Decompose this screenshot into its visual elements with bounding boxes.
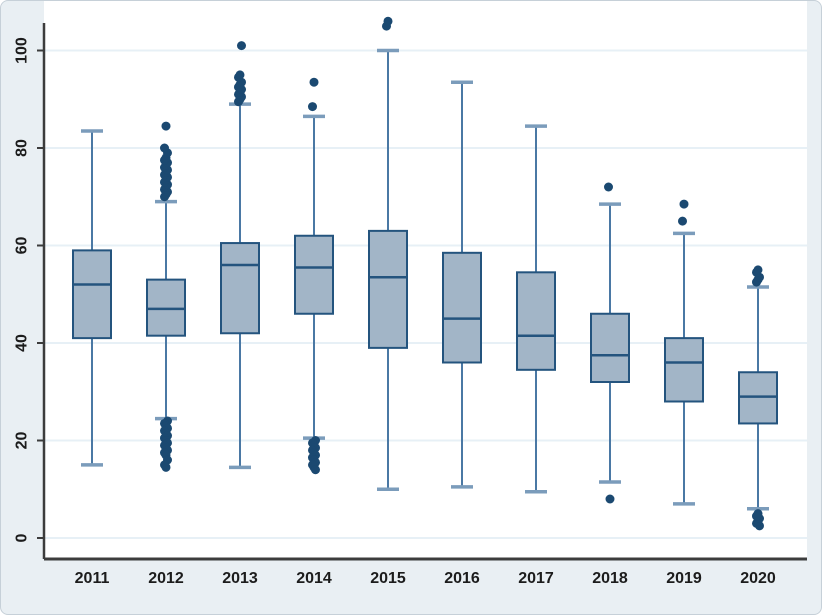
- outlier-dot: [161, 121, 171, 131]
- y-axis-label-20: 20: [14, 432, 31, 450]
- y-axis-label-80: 80: [14, 139, 31, 157]
- outlier-dot: [311, 465, 320, 475]
- iqr-box: [590, 312, 630, 383]
- x-axis-label-2020: 2020: [740, 570, 776, 587]
- outlier-dot: [753, 265, 763, 275]
- iqr-box: [72, 249, 112, 340]
- outlier-dot: [161, 462, 171, 472]
- x-axis-label-2013: 2013: [222, 570, 258, 587]
- box-2016: [442, 80, 482, 489]
- box-2013: [220, 41, 260, 470]
- box-2011: [72, 129, 112, 467]
- box-2019: [664, 199, 704, 506]
- x-axis-label-2011: 2011: [75, 570, 110, 587]
- box-2015: [368, 16, 408, 491]
- outlier-dot: [678, 216, 687, 226]
- x-axis-label-2015: 2015: [370, 570, 406, 587]
- outlier-dot: [308, 102, 317, 112]
- iqr-box: [368, 229, 408, 349]
- outlier-dot: [753, 509, 763, 519]
- outlier-dot: [679, 199, 689, 209]
- x-axis-label-2017: 2017: [518, 570, 554, 587]
- outlier-dot: [235, 70, 245, 80]
- box-2020: [738, 265, 778, 531]
- x-axis-label-2019: 2019: [666, 570, 702, 587]
- x-axis-label-2014: 2014: [296, 570, 332, 587]
- x-axis-label-2018: 2018: [592, 570, 628, 587]
- outlier-dot: [237, 41, 246, 51]
- box-2018: [590, 182, 630, 504]
- iqr-box: [664, 337, 704, 403]
- y-axis-label-100: 100: [14, 37, 31, 64]
- y-axis-label-60: 60: [14, 237, 31, 255]
- iqr-box: [294, 234, 334, 315]
- outlier-dot: [160, 143, 169, 153]
- iqr-box: [516, 271, 556, 371]
- x-axis-label-2016: 2016: [444, 570, 480, 587]
- y-axis-label-0: 0: [14, 533, 31, 542]
- iqr-box: [442, 251, 482, 364]
- box-2014: [294, 77, 334, 475]
- outlier-dot: [604, 182, 613, 192]
- iqr-box: [220, 242, 260, 335]
- outlier-dot: [309, 77, 319, 87]
- y-axis-label-40: 40: [14, 334, 31, 352]
- outlier-dot: [383, 16, 393, 26]
- box-2017: [516, 124, 556, 494]
- box-2012: [146, 121, 186, 472]
- outlier-dot: [605, 494, 615, 504]
- x-axis-label-2012: 2012: [148, 570, 184, 587]
